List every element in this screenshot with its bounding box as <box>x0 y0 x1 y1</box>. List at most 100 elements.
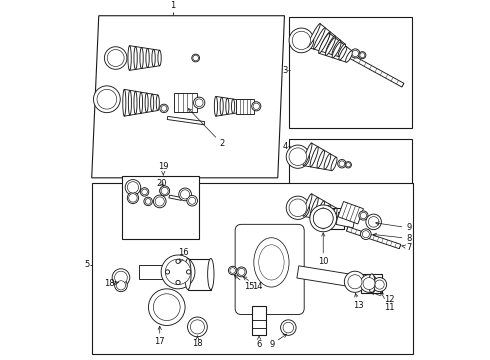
Ellipse shape <box>128 90 131 115</box>
Circle shape <box>360 53 365 58</box>
Ellipse shape <box>307 23 320 47</box>
Circle shape <box>310 205 337 232</box>
Ellipse shape <box>326 36 335 53</box>
Ellipse shape <box>140 48 143 68</box>
Circle shape <box>286 145 310 168</box>
Ellipse shape <box>310 197 318 217</box>
Text: 12: 12 <box>371 292 394 304</box>
Ellipse shape <box>314 28 325 49</box>
Circle shape <box>289 199 307 217</box>
Bar <box>361 274 382 293</box>
Circle shape <box>289 28 314 53</box>
Circle shape <box>252 102 261 111</box>
Circle shape <box>94 86 120 113</box>
Bar <box>289 18 413 129</box>
Ellipse shape <box>128 46 131 70</box>
Text: 8: 8 <box>373 233 412 243</box>
Polygon shape <box>169 195 182 201</box>
Ellipse shape <box>123 89 126 116</box>
Ellipse shape <box>319 32 330 51</box>
Circle shape <box>344 271 366 292</box>
Circle shape <box>292 31 311 50</box>
Circle shape <box>362 231 369 238</box>
Polygon shape <box>336 212 356 228</box>
Circle shape <box>352 50 359 57</box>
Ellipse shape <box>185 258 191 289</box>
Ellipse shape <box>338 44 345 57</box>
Ellipse shape <box>368 274 375 293</box>
Circle shape <box>161 255 195 289</box>
Polygon shape <box>348 54 404 87</box>
Ellipse shape <box>318 33 330 53</box>
Ellipse shape <box>152 49 155 67</box>
Text: 2: 2 <box>188 109 225 148</box>
Circle shape <box>228 266 237 275</box>
Bar <box>92 183 413 354</box>
Circle shape <box>348 275 362 289</box>
Circle shape <box>238 269 245 275</box>
Circle shape <box>145 199 151 204</box>
Polygon shape <box>297 266 355 287</box>
Circle shape <box>193 55 198 61</box>
Ellipse shape <box>317 150 324 168</box>
Ellipse shape <box>150 94 154 112</box>
Ellipse shape <box>160 187 170 195</box>
Circle shape <box>148 289 185 325</box>
Circle shape <box>361 229 371 239</box>
Ellipse shape <box>226 98 229 114</box>
Ellipse shape <box>146 49 149 68</box>
Text: 18: 18 <box>192 336 203 348</box>
Circle shape <box>140 188 149 196</box>
Circle shape <box>314 208 333 228</box>
Circle shape <box>283 322 294 333</box>
Ellipse shape <box>237 100 241 113</box>
Ellipse shape <box>332 40 341 55</box>
Ellipse shape <box>339 46 347 60</box>
Ellipse shape <box>214 96 218 116</box>
Circle shape <box>97 89 117 109</box>
Circle shape <box>281 320 296 336</box>
Circle shape <box>345 162 351 168</box>
Circle shape <box>351 49 360 58</box>
Ellipse shape <box>310 147 318 167</box>
Text: 9: 9 <box>376 222 411 232</box>
Circle shape <box>179 188 192 201</box>
Circle shape <box>125 180 141 195</box>
Ellipse shape <box>324 154 331 169</box>
Ellipse shape <box>303 194 312 216</box>
Polygon shape <box>139 265 188 279</box>
Ellipse shape <box>332 42 341 58</box>
Circle shape <box>104 47 127 69</box>
Circle shape <box>180 190 190 199</box>
Circle shape <box>115 271 127 284</box>
Text: 7: 7 <box>402 243 412 252</box>
Circle shape <box>117 281 125 290</box>
Circle shape <box>112 269 130 286</box>
Circle shape <box>115 279 127 292</box>
Ellipse shape <box>324 204 331 220</box>
Circle shape <box>339 161 345 167</box>
Circle shape <box>127 192 139 203</box>
Circle shape <box>375 280 384 289</box>
Text: 6: 6 <box>256 336 262 349</box>
Circle shape <box>189 197 196 204</box>
Ellipse shape <box>208 258 214 289</box>
Polygon shape <box>236 99 254 114</box>
Circle shape <box>153 294 180 320</box>
Text: 1: 1 <box>170 1 175 10</box>
Circle shape <box>161 187 168 194</box>
Ellipse shape <box>140 92 143 113</box>
Text: 19: 19 <box>158 162 169 175</box>
Circle shape <box>253 103 259 109</box>
Circle shape <box>230 268 236 273</box>
Ellipse shape <box>320 208 326 229</box>
Polygon shape <box>338 202 364 224</box>
Circle shape <box>360 275 378 292</box>
Circle shape <box>144 197 152 206</box>
Text: 17: 17 <box>154 326 165 346</box>
Ellipse shape <box>134 91 137 114</box>
Ellipse shape <box>156 95 159 111</box>
Text: 13: 13 <box>353 293 364 310</box>
Circle shape <box>176 259 180 264</box>
Ellipse shape <box>325 38 336 55</box>
